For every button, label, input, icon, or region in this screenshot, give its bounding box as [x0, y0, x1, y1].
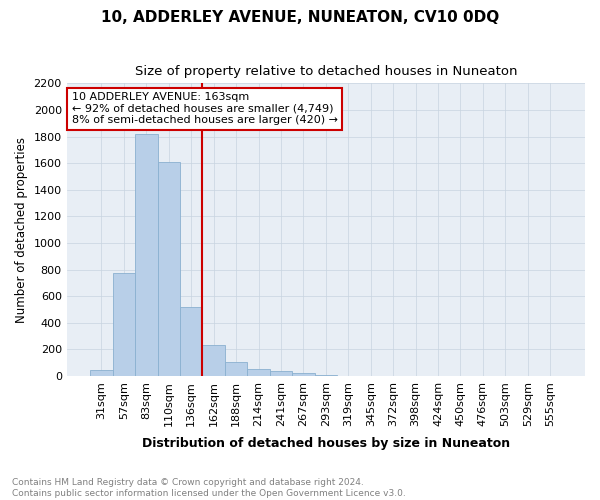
- Bar: [113, 273, 135, 376]
- Bar: [225, 362, 247, 376]
- Y-axis label: Number of detached properties: Number of detached properties: [15, 136, 28, 322]
- Text: 10 ADDERLEY AVENUE: 163sqm
← 92% of detached houses are smaller (4,749)
8% of se: 10 ADDERLEY AVENUE: 163sqm ← 92% of deta…: [72, 92, 338, 126]
- Bar: [202, 346, 225, 376]
- Bar: [270, 371, 292, 376]
- Text: 10, ADDERLEY AVENUE, NUNEATON, CV10 0DQ: 10, ADDERLEY AVENUE, NUNEATON, CV10 0DQ: [101, 10, 499, 25]
- Title: Size of property relative to detached houses in Nuneaton: Size of property relative to detached ho…: [134, 65, 517, 78]
- Bar: [292, 373, 314, 376]
- Bar: [135, 134, 158, 376]
- Bar: [314, 374, 337, 376]
- Bar: [180, 306, 202, 376]
- Bar: [247, 368, 270, 376]
- Bar: [90, 370, 113, 376]
- Bar: [158, 162, 180, 376]
- X-axis label: Distribution of detached houses by size in Nuneaton: Distribution of detached houses by size …: [142, 437, 510, 450]
- Text: Contains HM Land Registry data © Crown copyright and database right 2024.
Contai: Contains HM Land Registry data © Crown c…: [12, 478, 406, 498]
